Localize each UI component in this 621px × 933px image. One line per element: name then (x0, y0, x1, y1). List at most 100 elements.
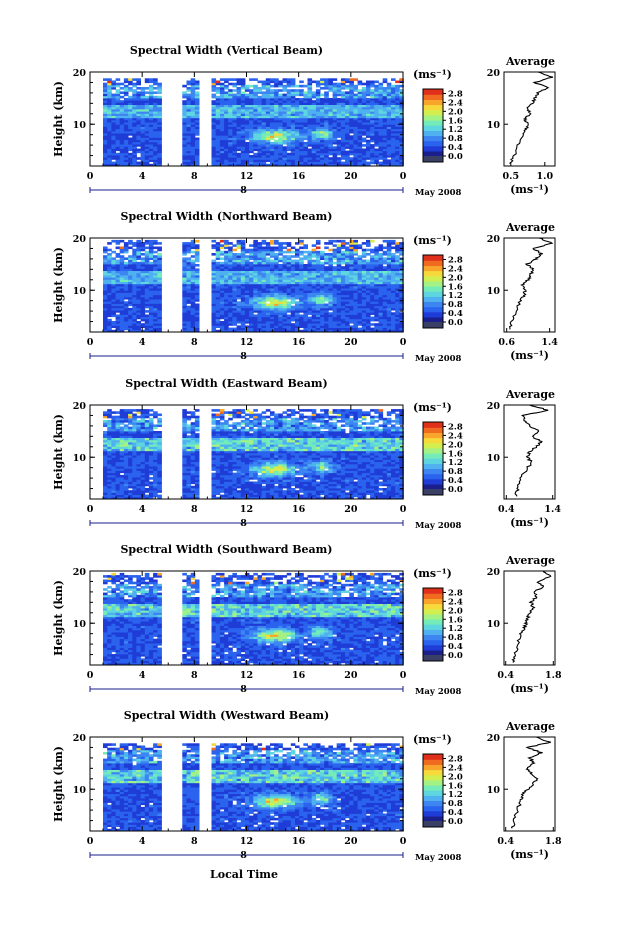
x-tick-label: 16 (292, 337, 306, 348)
x-tick-label: 8 (191, 670, 198, 681)
x-tick-label: 20 (344, 504, 358, 515)
profile-title: Average (505, 221, 555, 234)
colorbar-segment (423, 105, 443, 111)
colorbar-segment (423, 312, 443, 318)
x-axis-label: Local Time (210, 868, 278, 881)
heatmap-cells (103, 743, 404, 831)
y-tick-label: 20 (73, 733, 87, 744)
x-tick-label: 8 (191, 337, 198, 348)
date-day: 8 (240, 351, 247, 362)
colorbar-segment (423, 307, 443, 313)
x-tick-label: 0 (400, 670, 407, 681)
colorbar-tick-label: 0.0 (448, 152, 463, 162)
colorbar-segment (423, 463, 443, 469)
colorbar-segment (423, 146, 443, 152)
y-axis-label: Height (km) (52, 81, 65, 157)
colorbar-segment (423, 317, 443, 323)
profile-title: Average (505, 388, 555, 401)
profile-y-tick-label: 10 (487, 785, 501, 796)
y-tick-label: 10 (73, 785, 87, 796)
panel-title: Spectral Width (Vertical Beam) (130, 44, 323, 57)
date-day: 8 (240, 185, 247, 196)
colorbar-segment (423, 588, 443, 594)
colorbar-segment (423, 438, 443, 444)
profile-title: Average (505, 554, 555, 567)
colorbar-segment (423, 458, 443, 464)
x-tick-label: 8 (191, 504, 198, 515)
y-axis-label: Height (km) (52, 414, 65, 490)
date-label: May 2008 (415, 188, 462, 198)
colorbar-segment (423, 120, 443, 126)
y-tick-label: 10 (73, 286, 87, 297)
y-tick-label: 20 (73, 567, 87, 578)
y-tick-label: 10 (73, 120, 87, 131)
colorbar-segment (423, 775, 443, 781)
colorbar-segment (423, 780, 443, 786)
profile-frame (504, 571, 555, 665)
colorbar-segment (423, 443, 443, 449)
profile-y-tick-label: 20 (487, 68, 501, 79)
colorbar-segment (423, 291, 443, 297)
profile-x-tick-label: 1.4 (541, 337, 558, 348)
x-tick-label: 20 (344, 836, 358, 847)
colorbar-segment (423, 624, 443, 630)
colorbar-segment (423, 474, 443, 480)
profile-x-label: (ms⁻¹) (510, 682, 549, 695)
date-label: May 2008 (415, 354, 462, 364)
profile-line (513, 571, 551, 662)
date-label: May 2008 (415, 521, 462, 531)
colorbar-segment (423, 479, 443, 485)
panel-1: Spectral Width (Vertical Beam) 20 10 Height… (52, 44, 555, 198)
profile-y-tick-label: 10 (487, 120, 501, 131)
x-tick-label: 16 (292, 504, 306, 515)
x-tick-label: 0 (87, 670, 94, 681)
profile-x-tick-label: 0.4 (497, 836, 514, 847)
colorbar-unit: (ms⁻¹) (413, 567, 452, 580)
colorbar-segment (423, 432, 443, 438)
profile-x-tick-label: 0.4 (498, 504, 515, 515)
profile-y-tick-label: 20 (487, 401, 501, 412)
profile-y-tick-label: 20 (487, 234, 501, 245)
colorbar-segment (423, 301, 443, 307)
colorbar-unit: (ms⁻¹) (413, 733, 452, 746)
date-label: May 2008 (415, 687, 462, 697)
colorbar-segment (423, 619, 443, 625)
x-tick-label: 12 (240, 504, 253, 515)
colorbar-segment (423, 89, 443, 95)
x-tick-label: 12 (240, 836, 253, 847)
profile-line (510, 72, 554, 163)
colorbar-segment (423, 759, 443, 765)
colorbar-segment (423, 427, 443, 433)
heatmap-cells (103, 78, 404, 166)
colorbar-segment (423, 770, 443, 776)
colorbar-segment (423, 468, 443, 474)
x-tick-label: 0 (87, 504, 94, 515)
x-tick-label: 8 (191, 836, 198, 847)
heatmap-cells (103, 240, 404, 333)
profile-x-label: (ms⁻¹) (510, 183, 549, 196)
profile-x-tick-label: 1.8 (545, 670, 562, 681)
colorbar-segment (423, 265, 443, 271)
profile-x-tick-label: 0.5 (503, 171, 520, 182)
x-tick-label: 20 (344, 171, 358, 182)
colorbar-floor (423, 655, 443, 661)
y-tick-label: 20 (73, 68, 87, 79)
x-tick-label: 0 (87, 171, 94, 182)
colorbar-segment (423, 260, 443, 266)
colorbar-segment (423, 598, 443, 604)
profile-x-label: (ms⁻¹) (510, 516, 549, 529)
colorbar-segment (423, 99, 443, 105)
y-tick-label: 20 (73, 401, 87, 412)
colorbar-segment (423, 276, 443, 282)
panel-title: Spectral Width (Eastward Beam) (125, 377, 327, 390)
colorbar-segment (423, 130, 443, 136)
colorbar-segment (423, 634, 443, 640)
colorbar-segment (423, 629, 443, 635)
x-tick-label: 16 (292, 171, 306, 182)
colorbar-segment (423, 806, 443, 812)
panel-title: Spectral Width (Southward Beam) (120, 543, 332, 556)
y-tick-label: 20 (73, 234, 87, 245)
profile-y-tick-label: 20 (487, 567, 501, 578)
colorbar-segment (423, 593, 443, 599)
